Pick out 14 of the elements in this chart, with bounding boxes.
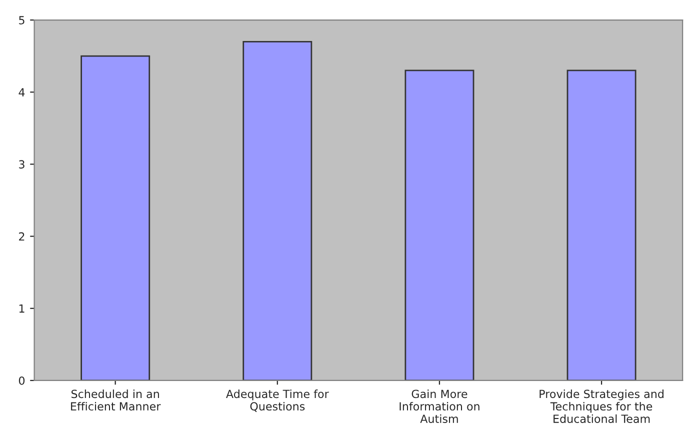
x-tick-label: Provide Strategies and Techniques for the Educational Team [540, 390, 664, 423]
y-tick-label: 1 [19, 304, 24, 313]
bar [566, 70, 636, 380]
bar [404, 70, 474, 380]
y-tick-label: 3 [19, 160, 24, 169]
y-tick-label: 0 [18, 376, 25, 385]
x-tick-label: Scheduled in an Efficient Manner [71, 390, 161, 411]
y-tick-label: 2 [19, 232, 24, 241]
x-tick-label: Adequate Time for Questions [226, 390, 329, 412]
x-tick-label: Gain More Information on Autism [400, 390, 480, 423]
bar [242, 40, 312, 380]
bar [80, 55, 150, 380]
y-tick-label: 5 [19, 16, 24, 24]
y-tick-label: 4 [18, 88, 25, 96]
